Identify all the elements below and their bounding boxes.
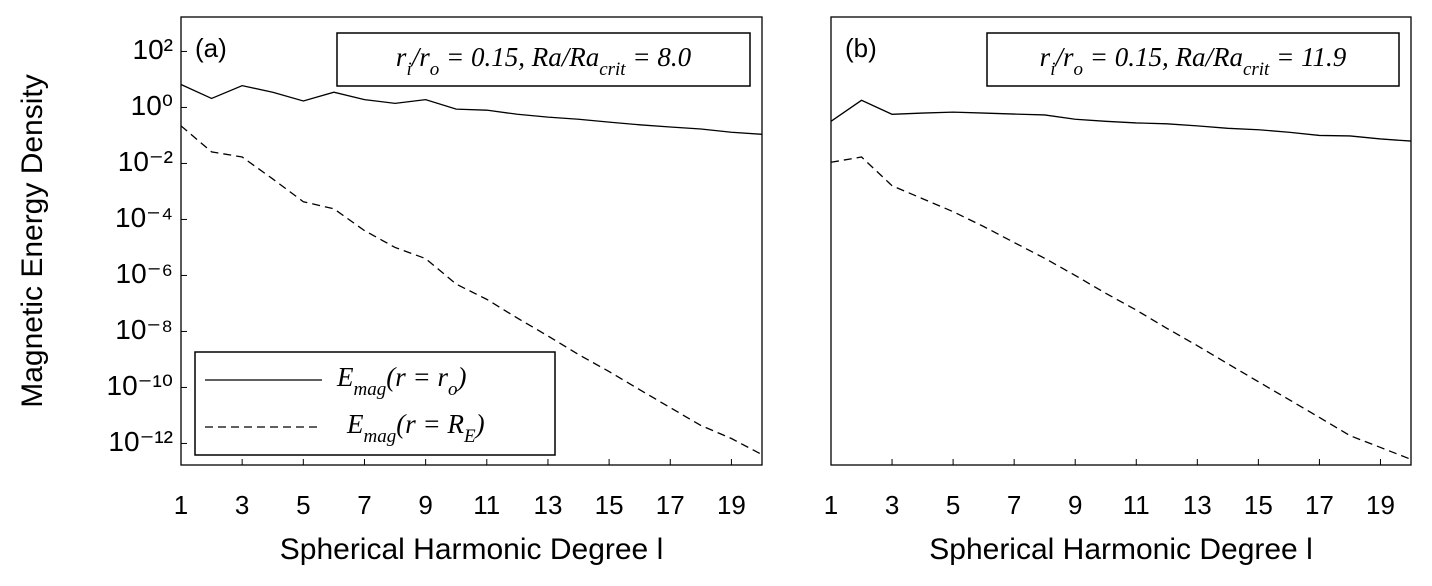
y-tick-label: 10⁻¹⁰ xyxy=(107,370,173,401)
annotation: ri/ro = 0.15, Ra/Racrit = 8.0 xyxy=(396,42,692,80)
x-tick-label: 3 xyxy=(235,490,249,520)
x-tick-label: 5 xyxy=(296,490,310,520)
x-tick-label: 11 xyxy=(473,490,500,520)
x-tick-label: 17 xyxy=(656,490,685,520)
annotation-box xyxy=(336,32,751,87)
legend-label-sub: mag xyxy=(364,426,397,447)
annotation-run: r xyxy=(396,42,407,72)
x-axis-label: Spherical Harmonic Degree l xyxy=(929,533,1313,566)
annotation-run: r xyxy=(1040,42,1051,72)
plot-frame xyxy=(180,16,763,466)
x-tick-label: 1 xyxy=(824,490,838,520)
plot-frame xyxy=(830,16,1412,466)
legend-label-run: E xyxy=(336,362,354,392)
x-tick-label: 11 xyxy=(1123,490,1150,520)
x-tick-label: 7 xyxy=(357,490,371,520)
legend-label-run: ) xyxy=(474,409,485,439)
y-tick-label: 10⁻⁸ xyxy=(115,314,173,345)
legend-label-sub: E xyxy=(463,426,476,447)
legend-label-sub: o xyxy=(448,379,458,400)
legend-label-run: (r = r xyxy=(386,362,448,392)
x-tick-label: 15 xyxy=(1244,490,1273,520)
legend-label-run: (r = R xyxy=(396,409,464,439)
y-tick-label: 10⁰ xyxy=(131,90,173,121)
legend-box xyxy=(194,351,556,456)
x-tick-label: 13 xyxy=(533,490,562,520)
annotation-sub: crit xyxy=(1243,59,1270,80)
data-line xyxy=(180,125,763,456)
data-line xyxy=(180,83,763,135)
legend-label-run: ) xyxy=(455,362,466,392)
data-line xyxy=(830,99,1412,142)
y-axis-label: Magnetic Energy Density xyxy=(16,74,49,408)
annotation: ri/ro = 0.15, Ra/Racrit = 11.9 xyxy=(1040,42,1347,80)
panel-label: (a) xyxy=(195,33,227,63)
annotation-sub: o xyxy=(430,59,440,80)
x-tick-label: 3 xyxy=(885,490,899,520)
legend-label: Emag(r = ro) xyxy=(336,362,466,400)
x-tick-label: 17 xyxy=(1305,490,1334,520)
annotation-run: /r xyxy=(1053,42,1074,72)
x-axis-label: Spherical Harmonic Degree l xyxy=(280,533,664,566)
x-tick-label: 9 xyxy=(418,490,432,520)
x-tick-label: 5 xyxy=(946,490,960,520)
x-tick-label: 7 xyxy=(1007,490,1021,520)
y-tick-label: 10⁻² xyxy=(118,146,173,177)
y-tick-label: 10⁻⁶ xyxy=(116,258,173,289)
y-tick-label: 10⁻¹² xyxy=(108,426,173,457)
panel-label: (b) xyxy=(845,33,877,63)
x-tick-label: 1 xyxy=(174,490,188,520)
legend-label-sub: mag xyxy=(354,379,387,400)
annotation-sub: i xyxy=(1050,59,1055,80)
x-tick-label: 19 xyxy=(717,490,746,520)
annotation-run: = 0.15, Ra/Ra xyxy=(1083,42,1243,72)
legend-label: Emag(r = RE) xyxy=(346,409,485,447)
annotation-box xyxy=(986,32,1400,87)
x-tick-label: 13 xyxy=(1183,490,1212,520)
data-line xyxy=(830,156,1412,460)
legend-label-run: E xyxy=(346,409,364,439)
annotation-run: = 8.0 xyxy=(626,42,692,72)
x-tick-label: 15 xyxy=(595,490,624,520)
annotation-sub: crit xyxy=(599,59,626,80)
y-tick-label: 10² xyxy=(133,34,173,65)
annotation-sub: i xyxy=(406,59,411,80)
x-tick-label: 9 xyxy=(1068,490,1082,520)
annotation-sub: o xyxy=(1073,59,1083,80)
y-tick-label: 10⁻⁴ xyxy=(115,202,173,233)
annotation-run: = 11.9 xyxy=(1269,42,1346,72)
annotation-run: = 0.15, Ra/Ra xyxy=(439,42,599,72)
x-tick-label: 19 xyxy=(1366,490,1395,520)
annotation-run: /r xyxy=(410,42,431,72)
